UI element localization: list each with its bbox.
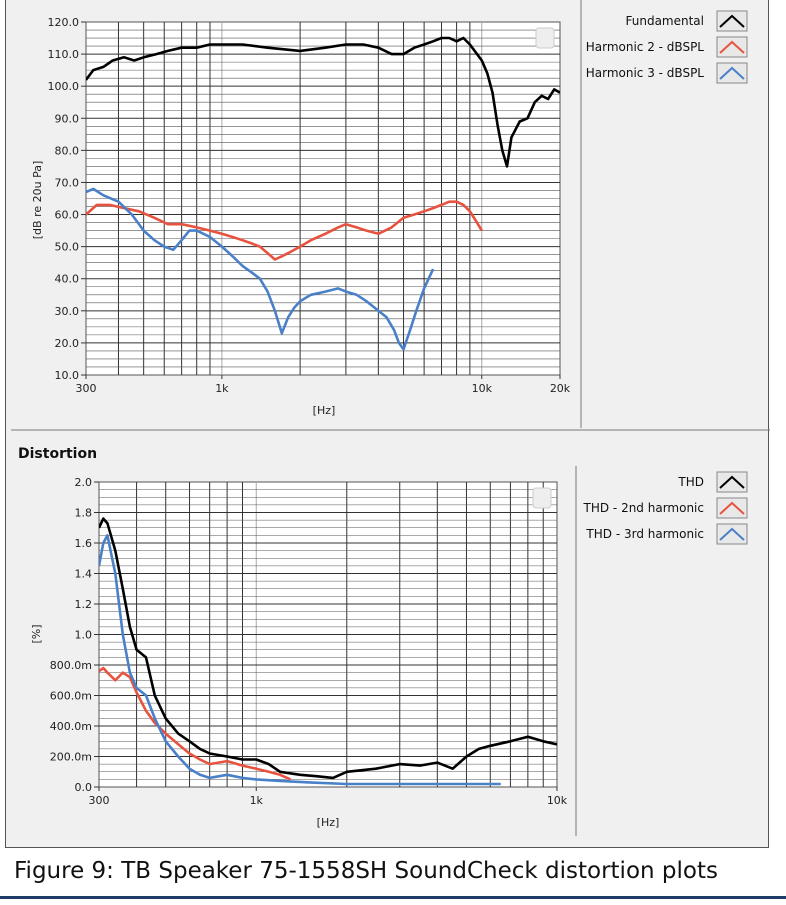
legend-label: THD - 3rd harmonic	[585, 527, 704, 541]
legend-swatch[interactable]	[716, 62, 748, 84]
legend-swatch[interactable]	[716, 523, 748, 545]
chart1-x-axis-label: [Hz]	[313, 404, 336, 417]
y-tick-label: 1.8	[75, 507, 93, 520]
legend-swatch[interactable]	[716, 497, 748, 519]
chart1-plot: 10.0 20.0 30.0 40.0 50.0 60.0 70.0 80.0 90.0 100.…	[48, 16, 571, 395]
y-tick-label: 110.0	[48, 48, 80, 61]
series-line-2	[86, 187, 435, 351]
chart2-title: Distortion	[18, 446, 97, 462]
x-tick-label: 300	[89, 794, 110, 807]
charts-canvas: [dB re 20u Pa] [Hz] 10.0 20.0 30.0 40.0 50.0…	[11, 0, 770, 836]
x-tick-label: 300	[76, 382, 97, 395]
x-tick-label: 20k	[550, 382, 571, 395]
chart2-y-axis-label: [%]	[30, 624, 43, 643]
y-tick-label: 1.0	[75, 629, 93, 642]
y-tick-label: 1.4	[75, 568, 93, 581]
figure-frame: [dB re 20u Pa] [Hz] 10.0 20.0 30.0 40.0 50.0…	[5, 0, 770, 848]
series-line-2	[99, 534, 501, 786]
legend-swatch-line	[719, 475, 745, 489]
y-tick-label: 30.0	[55, 305, 80, 318]
legend-swatch-line	[719, 66, 745, 80]
y-tick-label: 50.0	[55, 241, 80, 254]
legend-label: THD - 2nd harmonic	[583, 501, 704, 515]
graph-palette-icon[interactable]	[532, 487, 552, 509]
series-line-1	[86, 200, 483, 261]
series-group	[86, 36, 560, 351]
series-group	[99, 517, 557, 786]
legend-label: THD	[677, 475, 704, 489]
legend-swatch[interactable]	[716, 471, 748, 493]
legend-swatch-line	[719, 527, 745, 541]
figure-caption: Figure 9: TB Speaker 75-1558SH SoundChec…	[14, 858, 718, 884]
y-tick-label: 10.0	[55, 369, 80, 382]
series-line-0	[86, 36, 560, 168]
y-tick-label: 80.0	[55, 144, 80, 157]
legend-swatch-line	[719, 40, 745, 54]
legend-label: Harmonic 3 - dBSPL	[586, 66, 705, 80]
chart2-plot: 0.0 200.0m 400.0m 600.0m 800.0m 1.0 1.2 1.4 1.6 1…	[50, 476, 568, 807]
y-tick-label: 70.0	[55, 176, 80, 189]
series-line-1	[99, 666, 292, 781]
x-tick-label: 1k	[215, 382, 229, 395]
chart2-legend: THD THD - 2nd harmonic THD - 3rd harmonic	[583, 471, 748, 545]
y-tick-label: 40.0	[55, 273, 80, 286]
y-tick-label: 1.6	[75, 537, 93, 550]
y-tick-label: 120.0	[48, 16, 80, 29]
legend-swatch-line	[719, 14, 745, 28]
legend-label: Fundamental	[626, 14, 705, 28]
y-tick-label: 100.0	[48, 80, 80, 93]
caption-rule	[0, 896, 786, 899]
y-tick-label: 200.0m	[50, 751, 92, 764]
legend-swatch[interactable]	[716, 10, 748, 32]
y-tick-label: 600.0m	[50, 690, 92, 703]
y-tick-label: 400.0m	[50, 720, 92, 733]
y-tick-label: 1.2	[75, 598, 93, 611]
y-tick-label: 60.0	[55, 209, 80, 222]
graph-palette-icon[interactable]	[535, 27, 555, 49]
y-tick-label: 800.0m	[50, 659, 92, 672]
y-tick-label: 20.0	[55, 337, 80, 350]
series-line-0	[99, 517, 557, 780]
legend-label: Harmonic 2 - dBSPL	[586, 40, 705, 54]
x-tick-label: 1k	[250, 794, 264, 807]
chart2-x-axis-label: [Hz]	[317, 816, 340, 829]
legend-swatch[interactable]	[716, 36, 748, 58]
y-tick-label: 2.0	[75, 476, 93, 489]
y-tick-label: 0.0	[75, 781, 93, 794]
chart1-y-axis-label: [dB re 20u Pa]	[31, 161, 44, 240]
legend-swatch-line	[719, 501, 745, 515]
y-tick-label: 90.0	[55, 112, 80, 125]
x-tick-label: 10k	[472, 382, 493, 395]
chart1-legend: Fundamental Harmonic 2 - dBSPL Harmonic 3 …	[586, 10, 748, 84]
x-tick-label: 10k	[547, 794, 568, 807]
